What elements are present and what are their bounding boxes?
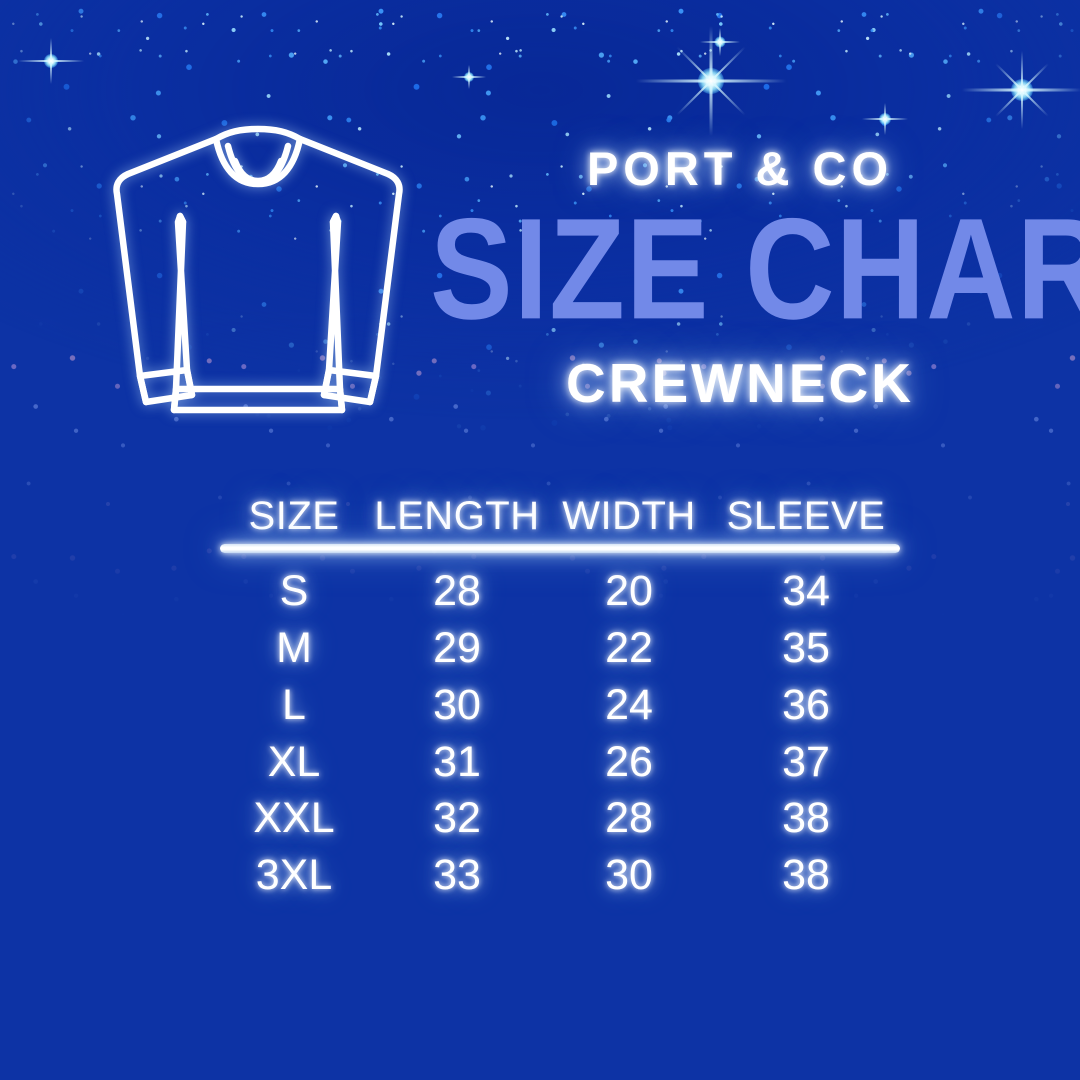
cell-length: 30 — [433, 680, 481, 729]
cell-width: 26 — [605, 737, 653, 786]
cell-size: L — [282, 680, 306, 729]
table-row: L 30 24 36 — [220, 680, 900, 729]
cell-length: 33 — [433, 851, 481, 900]
column-header-size: SIZE — [248, 494, 340, 538]
cell-sleeve: 38 — [782, 851, 830, 900]
column-header-length: LENGTH — [374, 494, 540, 538]
cell-length: 32 — [433, 794, 481, 843]
cell-sleeve: 35 — [782, 623, 830, 672]
sparkle-star-icon — [862, 96, 908, 142]
cell-width: 28 — [605, 794, 653, 843]
crewneck-sweatshirt-icon — [88, 112, 428, 432]
cell-width: 24 — [605, 680, 653, 729]
cell-width: 20 — [605, 567, 653, 615]
sparkle-star-icon — [452, 60, 486, 94]
cell-sleeve: 37 — [782, 737, 830, 786]
table-row: XXL 32 28 38 — [220, 797, 900, 841]
cell-length: 31 — [433, 737, 481, 786]
sparkle-star-icon — [636, 6, 786, 156]
sparkle-star-icon — [700, 22, 740, 62]
size-chart-table: SIZE LENGTH WIDTH SLEEVE S 28 20 34 M 29… — [220, 495, 900, 898]
cell-size: M — [276, 623, 312, 672]
table-header-row: SIZE LENGTH WIDTH SLEEVE — [220, 495, 900, 537]
cell-width: 22 — [605, 623, 653, 672]
cell-sleeve: 34 — [782, 567, 830, 615]
table-row: M 29 22 35 — [220, 623, 900, 672]
cell-size: S — [279, 567, 309, 615]
cell-sleeve: 36 — [782, 680, 830, 729]
table-row: 3XL 33 30 38 — [220, 851, 900, 900]
cell-size: 3XL — [255, 851, 333, 900]
table-row: S 28 20 34 — [220, 567, 900, 615]
page-title: SIZE CHART — [430, 189, 1080, 350]
brand-name: PORT & CO — [586, 142, 894, 195]
cell-width: 30 — [605, 851, 653, 900]
cell-size: XL — [267, 737, 321, 786]
cell-length: 28 — [433, 567, 481, 615]
table-row: XL 31 26 37 — [220, 737, 900, 786]
sparkle-star-icon — [18, 28, 84, 94]
cell-length: 29 — [433, 623, 481, 672]
sparkle-star-icon — [962, 30, 1080, 150]
header-divider-rule — [220, 544, 900, 553]
title-block: PORT & CO SIZE CHART CREWNECK — [430, 142, 1080, 430]
column-header-width: WIDTH — [562, 494, 696, 538]
product-subtitle: CREWNECK — [566, 351, 914, 414]
cell-size: XXL — [253, 794, 335, 843]
column-header-sleeve: SLEEVE — [726, 494, 886, 538]
table-body: S 28 20 34 M 29 22 35 L 30 24 36 XL 31 2… — [220, 567, 900, 900]
cell-sleeve: 38 — [782, 794, 830, 843]
